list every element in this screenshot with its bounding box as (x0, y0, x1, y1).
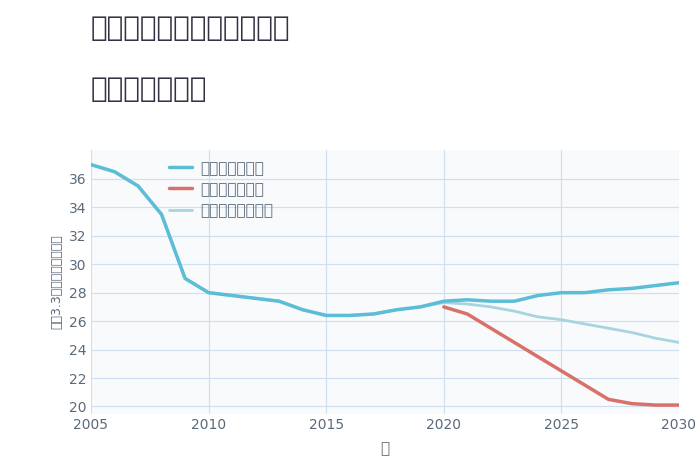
ノーマルシナリオ (181, 275, 189, 281)
グッドシナリオ (111, 169, 119, 174)
ノーマルシナリオ (346, 313, 354, 318)
グッドシナリオ (181, 275, 189, 281)
バッドシナリオ (486, 325, 495, 331)
グッドシナリオ (510, 298, 519, 304)
バッドシナリオ (533, 354, 542, 360)
ノーマルシナリオ (134, 183, 142, 189)
グッドシナリオ (440, 298, 448, 304)
ノーマルシナリオ (440, 300, 448, 306)
グッドシナリオ (486, 298, 495, 304)
ノーマルシナリオ (557, 317, 566, 322)
バッドシナリオ (463, 311, 472, 317)
Line: グッドシナリオ: グッドシナリオ (91, 164, 679, 315)
グッドシナリオ (158, 212, 166, 217)
グッドシナリオ (298, 307, 307, 313)
ノーマルシナリオ (510, 308, 519, 314)
ノーマルシナリオ (604, 325, 612, 331)
グッドシナリオ (228, 293, 237, 298)
Text: 奈良県奈良市北之庄西町の: 奈良県奈良市北之庄西町の (91, 14, 290, 42)
バッドシナリオ (581, 382, 589, 388)
ノーマルシナリオ (463, 301, 472, 307)
バッドシナリオ (675, 402, 683, 408)
ノーマルシナリオ (298, 307, 307, 313)
ノーマルシナリオ (228, 293, 237, 298)
ノーマルシナリオ (675, 340, 683, 345)
ノーマルシナリオ (533, 314, 542, 320)
Text: 土地の価格推移: 土地の価格推移 (91, 75, 207, 103)
ノーマルシナリオ (251, 296, 260, 301)
ノーマルシナリオ (486, 304, 495, 310)
ノーマルシナリオ (204, 290, 213, 296)
ノーマルシナリオ (275, 298, 284, 304)
ノーマルシナリオ (651, 336, 659, 341)
グッドシナリオ (251, 296, 260, 301)
ノーマルシナリオ (158, 212, 166, 217)
グッドシナリオ (393, 307, 401, 313)
バッドシナリオ (510, 340, 519, 345)
Line: バッドシナリオ: バッドシナリオ (444, 307, 679, 405)
ノーマルシナリオ (393, 307, 401, 313)
ノーマルシナリオ (87, 162, 95, 167)
グッドシナリオ (275, 298, 284, 304)
バッドシナリオ (557, 368, 566, 374)
グッドシナリオ (369, 311, 377, 317)
ノーマルシナリオ (111, 169, 119, 174)
ノーマルシナリオ (416, 304, 424, 310)
グッドシナリオ (346, 313, 354, 318)
ノーマルシナリオ (581, 321, 589, 327)
Legend: グッドシナリオ, バッドシナリオ, ノーマルシナリオ: グッドシナリオ, バッドシナリオ, ノーマルシナリオ (169, 161, 273, 218)
グッドシナリオ (675, 280, 683, 286)
バッドシナリオ (651, 402, 659, 408)
グッドシナリオ (134, 183, 142, 189)
グッドシナリオ (581, 290, 589, 296)
グッドシナリオ (463, 297, 472, 303)
グッドシナリオ (628, 286, 636, 291)
バッドシナリオ (628, 401, 636, 407)
ノーマルシナリオ (369, 311, 377, 317)
ノーマルシナリオ (628, 329, 636, 335)
グッドシナリオ (651, 283, 659, 289)
グッドシナリオ (533, 293, 542, 298)
グッドシナリオ (87, 162, 95, 167)
Y-axis label: 坪（3.3㎡）単価（万円）: 坪（3.3㎡）単価（万円） (50, 235, 63, 329)
グッドシナリオ (322, 313, 330, 318)
ノーマルシナリオ (322, 313, 330, 318)
バッドシナリオ (440, 304, 448, 310)
バッドシナリオ (604, 397, 612, 402)
グッドシナリオ (204, 290, 213, 296)
グッドシナリオ (557, 290, 566, 296)
Line: ノーマルシナリオ: ノーマルシナリオ (91, 164, 679, 343)
グッドシナリオ (604, 287, 612, 293)
X-axis label: 年: 年 (380, 441, 390, 456)
グッドシナリオ (416, 304, 424, 310)
